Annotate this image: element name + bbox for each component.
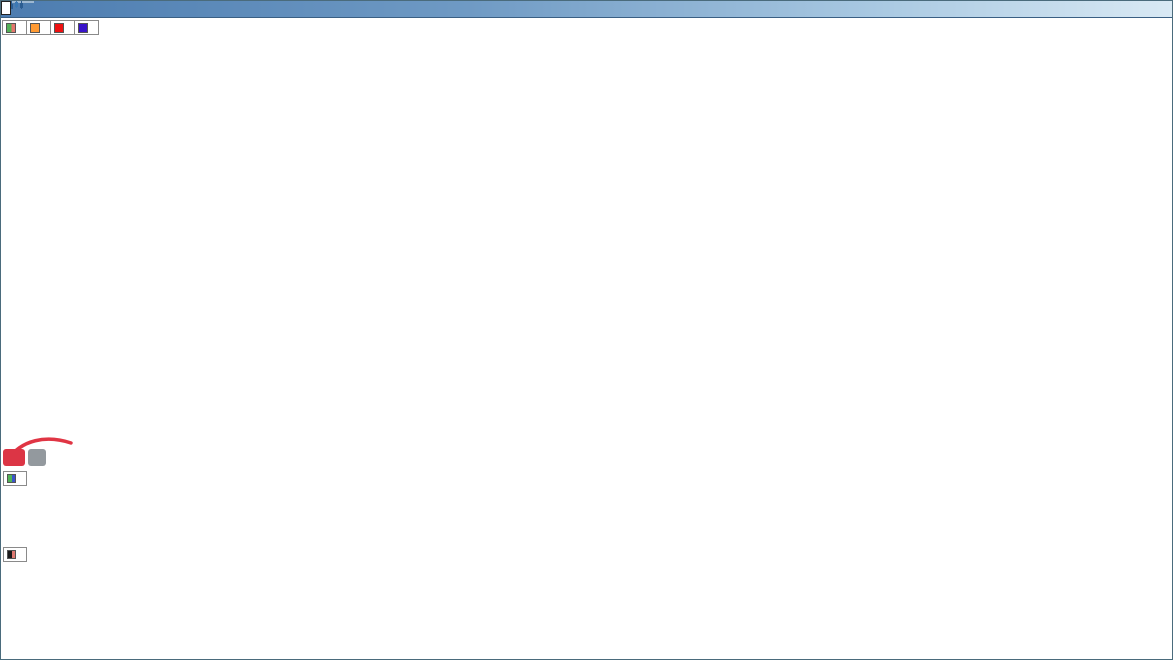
macd-indicator-label[interactable] bbox=[3, 471, 27, 486]
time-axis[interactable] bbox=[1, 642, 1122, 659]
series-legend bbox=[2, 20, 99, 35]
legend-sma100[interactable] bbox=[26, 20, 51, 35]
sma200-swatch-icon bbox=[54, 22, 64, 33]
sma100-swatch-icon bbox=[30, 22, 40, 33]
ig-prorealtime-logo bbox=[3, 449, 46, 466]
ig-logo bbox=[3, 449, 25, 466]
legend-price[interactable] bbox=[2, 20, 27, 35]
legend-sma200[interactable] bbox=[50, 20, 75, 35]
title-bar bbox=[1, 1, 1172, 18]
price-axis[interactable] bbox=[1122, 18, 1172, 641]
smi-indicator-label[interactable] bbox=[3, 547, 27, 562]
level-label-40080[interactable] bbox=[1, 1, 11, 15]
legend-sma50[interactable] bbox=[74, 20, 99, 35]
macd-swatch-icon bbox=[7, 474, 16, 483]
sma50-swatch-icon bbox=[78, 22, 88, 33]
mini-candles-icon bbox=[10, 1, 23, 9]
price-swatch-icon bbox=[6, 22, 16, 33]
prorealtime-logo bbox=[28, 449, 46, 466]
smi-swatch-icon bbox=[7, 550, 16, 559]
demo-badge bbox=[4, 1, 34, 9]
